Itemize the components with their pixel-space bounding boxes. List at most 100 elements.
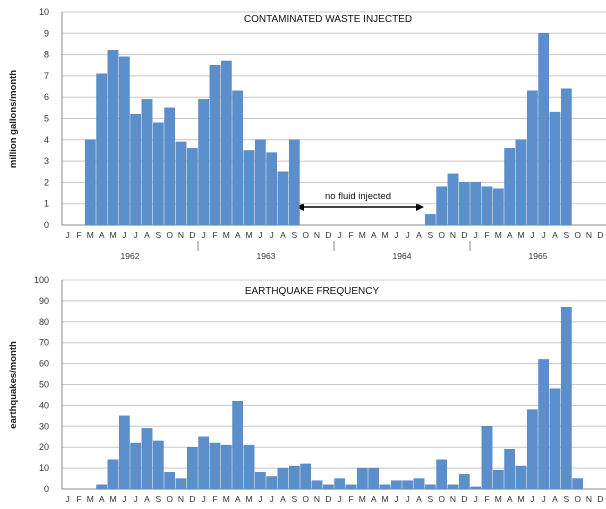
- chart2-month-label: O: [166, 494, 173, 504]
- chart2-bar: [560, 306, 572, 490]
- chart1-month-label: J: [258, 230, 262, 240]
- chart2-month-label: D: [461, 494, 467, 504]
- chart2-bar: [141, 428, 153, 490]
- annotation-arrow-left-head: [296, 203, 304, 211]
- chart1-month-label: F: [484, 230, 489, 240]
- chart1-month-label: J: [542, 230, 546, 240]
- annotation-text: no fluid injected: [325, 191, 391, 202]
- chart2-bar: [266, 476, 278, 490]
- chart2-month-label: M: [381, 494, 388, 504]
- chart1-month-label: A: [416, 230, 422, 240]
- chart2-y-tick-label: 40: [39, 400, 49, 410]
- chart1-month-label: N: [586, 230, 592, 240]
- chart2-bar: [152, 440, 164, 490]
- chart2-bar: [334, 478, 346, 490]
- chart1-y-tick-label: 8: [44, 50, 49, 60]
- chart1-bar: [232, 90, 244, 226]
- chart1-bar: [141, 99, 153, 226]
- chart1-month-label: J: [66, 230, 70, 240]
- chart2-month-label: N: [450, 494, 456, 504]
- chart2-bar: [549, 388, 561, 490]
- chart2-month-label: J: [338, 494, 342, 504]
- chart1-year-label: 1964: [393, 251, 412, 261]
- chart2-month-label: S: [563, 494, 569, 504]
- chart1-bar: [96, 73, 108, 226]
- chart2-month-label: J: [406, 494, 410, 504]
- chart2-month-label: F: [484, 494, 489, 504]
- chart1-month-label: D: [189, 230, 195, 240]
- chart2-month-label: J: [270, 494, 274, 504]
- chart2-y-axis-label: earthquakes/month: [8, 341, 19, 429]
- chart1-month-label: N: [450, 230, 456, 240]
- chart2-bar: [300, 463, 312, 490]
- chart2-month-label: S: [427, 494, 433, 504]
- chart1-annotation: no fluid injected: [296, 191, 424, 211]
- chart2-y-tick-label: 60: [39, 359, 49, 369]
- chart2-bar: [413, 478, 425, 490]
- chart1-month-label: A: [552, 230, 558, 240]
- chart2-bar: [436, 459, 448, 490]
- chart1-y-ticks: 0 1 2 3 4 5 6 7 8 9 10: [39, 7, 49, 230]
- chart1-bar: [458, 182, 470, 226]
- chart2-month-label: J: [258, 494, 262, 504]
- chart2-bar: [107, 459, 119, 490]
- chart1-month-label: A: [371, 230, 377, 240]
- chart2-month-label: A: [371, 494, 377, 504]
- chart2-y-tick-label: 90: [39, 296, 49, 306]
- chart1-gridlines: [62, 11, 606, 226]
- chart1-month-label: M: [245, 230, 252, 240]
- chart2-bar: [96, 484, 108, 490]
- chart2-month-label: O: [438, 494, 445, 504]
- chart2-month-label: S: [291, 494, 297, 504]
- chart2-month-label: N: [314, 494, 320, 504]
- waste-injected-chart: CONTAMINATED WASTE INJECTED million gall…: [8, 7, 606, 261]
- chart2-month-label: F: [76, 494, 81, 504]
- chart1-month-label: M: [109, 230, 116, 240]
- chart2-y-tick-label: 70: [39, 338, 49, 348]
- chart1-month-label: M: [495, 230, 502, 240]
- annotation-arrow-right-head: [416, 203, 424, 211]
- chart2-bars: [96, 306, 584, 490]
- chart2-bar: [277, 467, 289, 490]
- chart2-month-label: A: [235, 494, 241, 504]
- chart2-bar: [322, 484, 334, 490]
- chart2-title: EARTHQUAKE FREQUENCY: [245, 286, 380, 297]
- chart2-month-label: M: [495, 494, 502, 504]
- chart1-bar: [447, 173, 459, 226]
- chart2-month-label: D: [325, 494, 331, 504]
- chart2-y-tick-label: 100: [34, 275, 49, 285]
- chart1-bar: [164, 107, 176, 226]
- chart1-y-tick-label: 1: [44, 199, 49, 209]
- chart2-bar: [356, 467, 368, 490]
- chart1-bar: [84, 139, 96, 226]
- chart2-month-label: J: [474, 494, 478, 504]
- chart1-bar: [538, 33, 550, 226]
- chart1-x-year-labels: 1962 1963 1964 1965: [121, 241, 548, 261]
- chart1-month-label: M: [223, 230, 230, 240]
- chart1-y-tick-label: 6: [44, 92, 49, 102]
- chart1-month-label: S: [427, 230, 433, 240]
- chart1-bar: [186, 148, 198, 226]
- chart1-bar: [526, 90, 538, 226]
- chart1-month-label: D: [325, 230, 331, 240]
- chart2-month-label: A: [416, 494, 422, 504]
- chart1-bar: [152, 122, 164, 226]
- chart1-y-tick-label: 3: [44, 156, 49, 166]
- chart2-bar: [504, 449, 516, 490]
- chart2-bar: [390, 480, 402, 490]
- chart2-month-label: A: [144, 494, 150, 504]
- chart2-month-label: M: [245, 494, 252, 504]
- chart2-bar: [481, 426, 493, 490]
- chart1-y-tick-label: 4: [44, 135, 49, 145]
- chart2-month-label: D: [597, 494, 603, 504]
- chart2-bar: [198, 436, 210, 490]
- chart1-month-label: J: [406, 230, 410, 240]
- chart2-bar: [311, 480, 323, 490]
- chart1-bar: [209, 65, 221, 226]
- chart1-month-label: J: [338, 230, 342, 240]
- chart2-bar: [220, 444, 232, 490]
- chart1-month-label: D: [461, 230, 467, 240]
- chart2-month-label: S: [155, 494, 161, 504]
- chart1-bar: [549, 111, 561, 226]
